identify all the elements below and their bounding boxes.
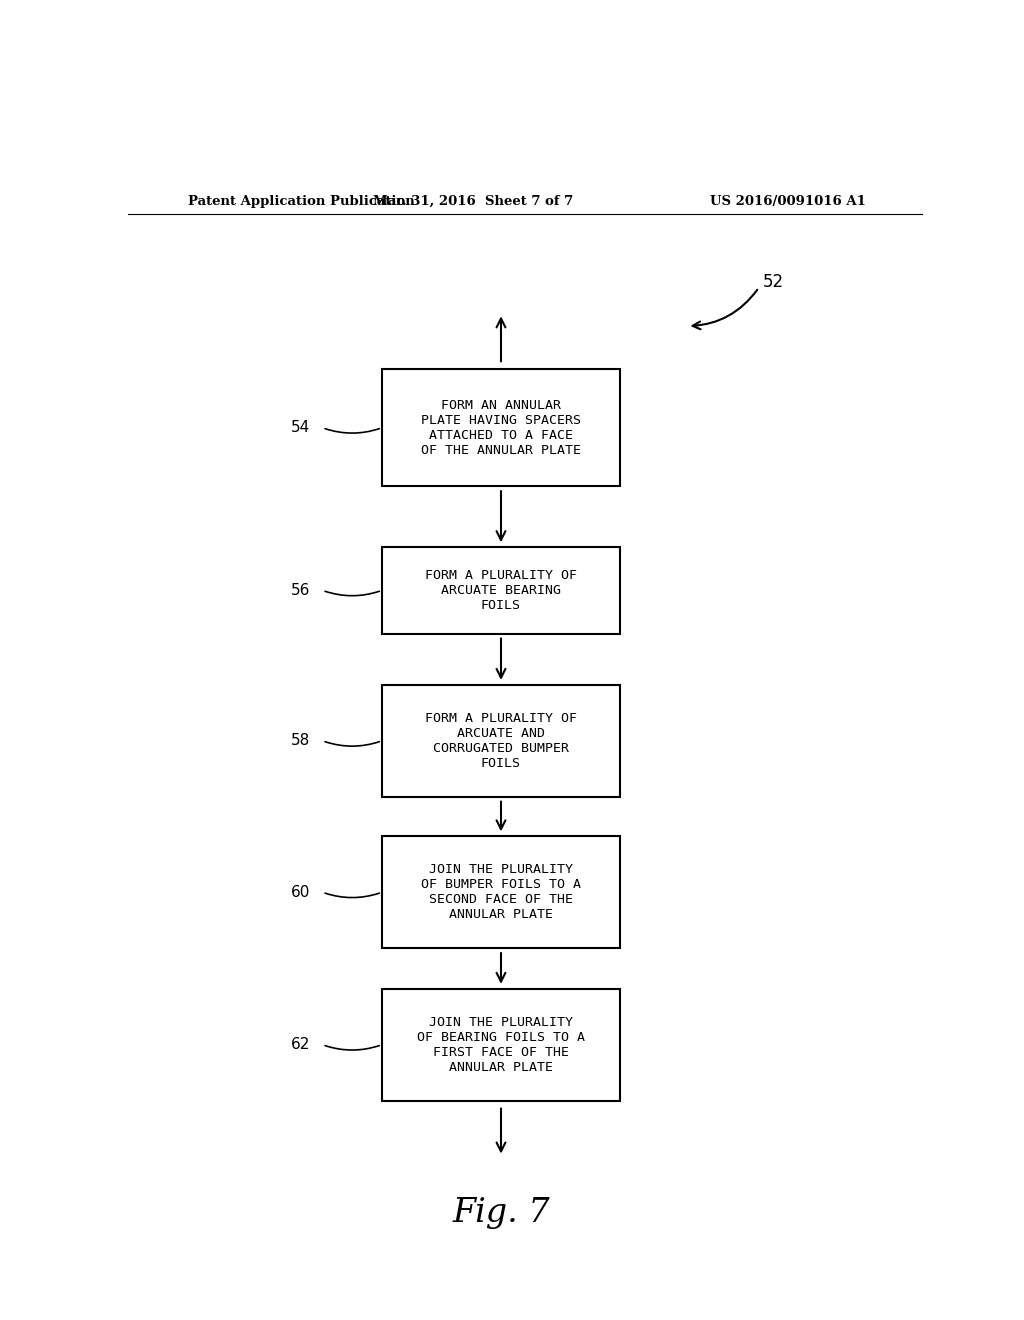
Text: JOIN THE PLURALITY
OF BEARING FOILS TO A
FIRST FACE OF THE
ANNULAR PLATE: JOIN THE PLURALITY OF BEARING FOILS TO A… xyxy=(417,1015,585,1073)
Text: US 2016/0091016 A1: US 2016/0091016 A1 xyxy=(711,194,866,207)
Text: Fig. 7: Fig. 7 xyxy=(453,1197,550,1229)
Bar xyxy=(382,989,620,1101)
Text: Mar. 31, 2016  Sheet 7 of 7: Mar. 31, 2016 Sheet 7 of 7 xyxy=(373,194,573,207)
Bar xyxy=(382,837,620,948)
Text: 54: 54 xyxy=(291,420,310,436)
Bar xyxy=(382,685,620,797)
Text: FORM A PLURALITY OF
ARCUATE AND
CORRUGATED BUMPER
FOILS: FORM A PLURALITY OF ARCUATE AND CORRUGAT… xyxy=(425,711,577,770)
Bar xyxy=(382,370,620,486)
Bar xyxy=(382,548,620,634)
Text: 56: 56 xyxy=(291,583,310,598)
Text: 58: 58 xyxy=(291,734,310,748)
Text: FORM AN ANNULAR
PLATE HAVING SPACERS
ATTACHED TO A FACE
OF THE ANNULAR PLATE: FORM AN ANNULAR PLATE HAVING SPACERS ATT… xyxy=(421,399,581,457)
Text: Patent Application Publication: Patent Application Publication xyxy=(187,194,415,207)
Text: 60: 60 xyxy=(291,884,310,900)
Text: 52: 52 xyxy=(763,273,784,292)
Text: 62: 62 xyxy=(291,1038,310,1052)
Text: FORM A PLURALITY OF
ARCUATE BEARING
FOILS: FORM A PLURALITY OF ARCUATE BEARING FOIL… xyxy=(425,569,577,612)
Text: JOIN THE PLURALITY
OF BUMPER FOILS TO A
SECOND FACE OF THE
ANNULAR PLATE: JOIN THE PLURALITY OF BUMPER FOILS TO A … xyxy=(421,863,581,921)
